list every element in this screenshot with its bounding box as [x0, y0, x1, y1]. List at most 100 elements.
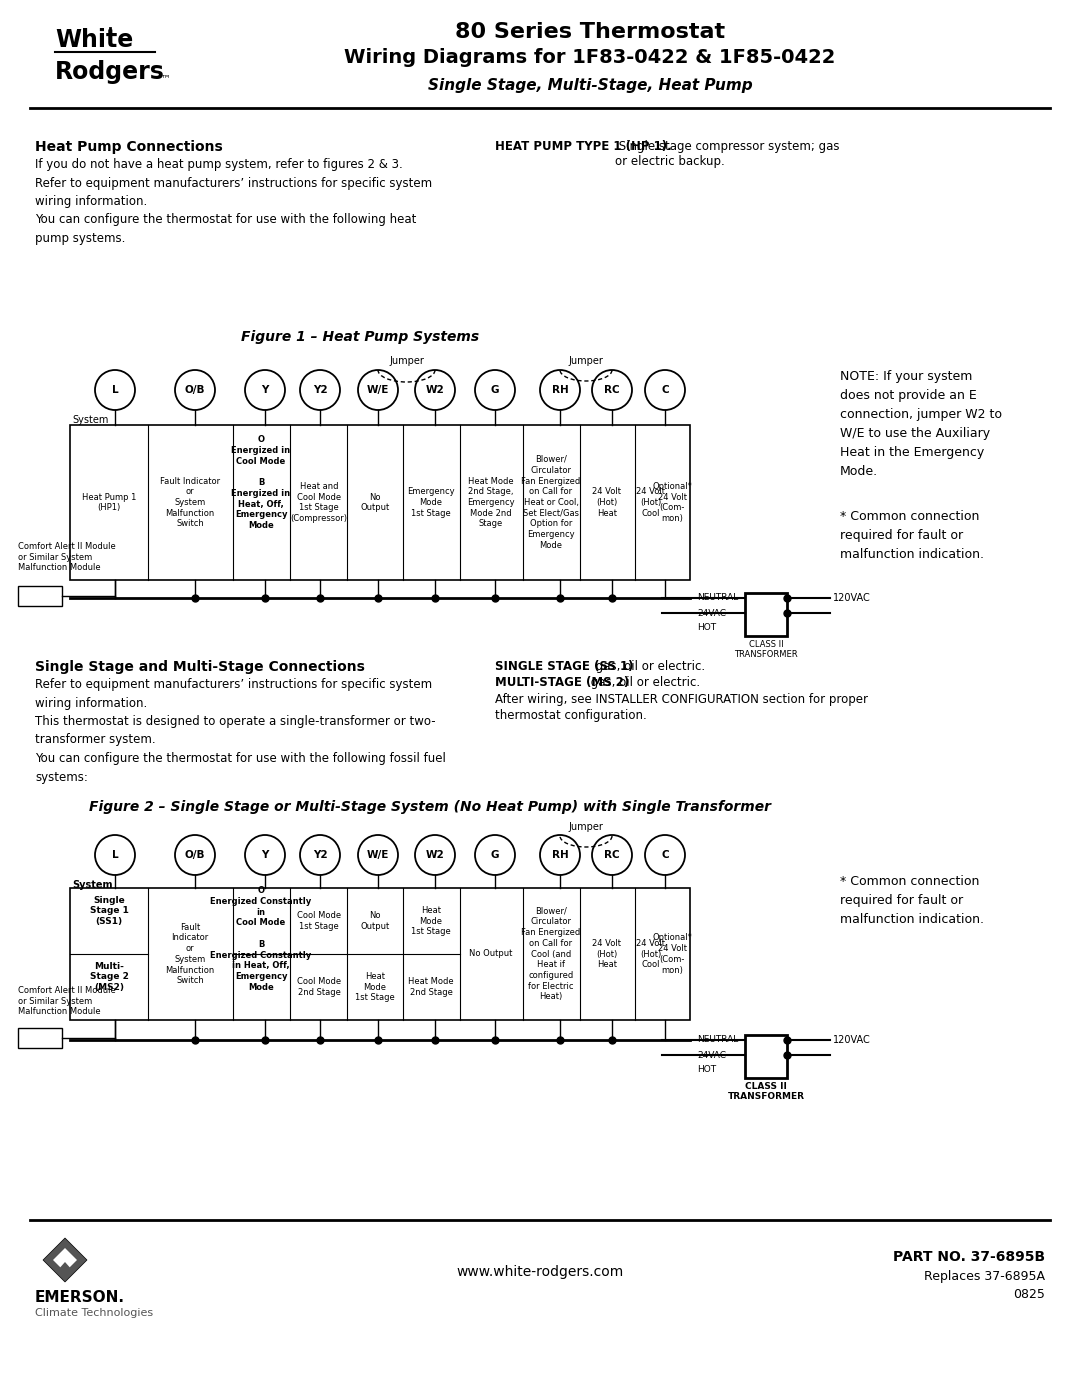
Polygon shape: [53, 1248, 77, 1273]
Text: 24 Volt
(Hot)
Heat: 24 Volt (Hot) Heat: [593, 488, 621, 518]
Text: Y2: Y2: [313, 386, 327, 395]
Text: Heat Mode
2nd Stage: Heat Mode 2nd Stage: [408, 977, 454, 997]
Text: Heat Mode
2nd Stage,
Emergency
Mode 2nd
Stage: Heat Mode 2nd Stage, Emergency Mode 2nd …: [468, 476, 515, 528]
Text: G: G: [490, 849, 499, 861]
Text: Rodgers: Rodgers: [55, 60, 165, 84]
Text: Optional*
24 Volt
(Com-
mon): Optional* 24 Volt (Com- mon): [652, 933, 692, 975]
Text: W2: W2: [426, 386, 444, 395]
Text: Jumper: Jumper: [389, 356, 424, 366]
Text: Heat Pump Connections: Heat Pump Connections: [35, 140, 222, 154]
Text: Wiring Diagrams for 1F83-0422 & 1F85-0422: Wiring Diagrams for 1F83-0422 & 1F85-042…: [345, 47, 836, 67]
Bar: [70, 888, 690, 1020]
Text: 24 Volt
(Hot)
Cool: 24 Volt (Hot) Cool: [636, 939, 665, 970]
Text: Jumper: Jumper: [568, 821, 604, 833]
Text: Cool Mode
2nd Stage: Cool Mode 2nd Stage: [297, 977, 341, 997]
Text: 24 Volt
(Hot)
Cool: 24 Volt (Hot) Cool: [636, 488, 665, 518]
Bar: [18, 1028, 62, 1048]
Text: ™: ™: [161, 73, 171, 82]
Text: NEUTRAL: NEUTRAL: [697, 1035, 739, 1045]
Text: No
Output: No Output: [361, 911, 390, 930]
Text: Figure 1 – Heat Pump Systems: Figure 1 – Heat Pump Systems: [241, 330, 480, 344]
Text: HOT: HOT: [697, 1066, 716, 1074]
Text: Multi-
Stage 2
(MS2): Multi- Stage 2 (MS2): [90, 963, 129, 992]
Bar: [745, 592, 787, 636]
Bar: [70, 425, 690, 580]
Polygon shape: [57, 1261, 73, 1280]
Text: Optional*
24 Volt
(Com-
mon): Optional* 24 Volt (Com- mon): [652, 482, 692, 522]
Text: Climate Technologies: Climate Technologies: [35, 1308, 153, 1317]
Text: Heat Pump 1
(HP1): Heat Pump 1 (HP1): [82, 493, 136, 513]
Text: Jumper: Jumper: [568, 356, 604, 366]
Text: RH: RH: [552, 849, 568, 861]
Text: RC: RC: [604, 386, 620, 395]
Text: No Output: No Output: [470, 950, 513, 958]
Text: Emergency
Mode
1st Stage: Emergency Mode 1st Stage: [407, 488, 455, 518]
Text: System: System: [72, 415, 108, 425]
Text: Fault
Indicator
or
System
Malfunction
Switch: Fault Indicator or System Malfunction Sw…: [165, 922, 215, 985]
Text: If you do not have a heat pump system, refer to figures 2 & 3.
Refer to equipmen: If you do not have a heat pump system, r…: [35, 158, 432, 244]
Text: MULTI-STAGE (MS 2): MULTI-STAGE (MS 2): [495, 676, 630, 689]
Text: HOT: HOT: [697, 623, 716, 633]
Text: W/E: W/E: [367, 849, 389, 861]
Text: Fault Indicator
or
System
Malfunction
Switch: Fault Indicator or System Malfunction Sw…: [160, 476, 220, 528]
Text: Single
Stage 1
(SS1): Single Stage 1 (SS1): [90, 895, 129, 926]
Text: Replaces 37-6895A: Replaces 37-6895A: [924, 1270, 1045, 1282]
Text: C: C: [661, 849, 669, 861]
Bar: [18, 585, 62, 606]
Text: G: G: [490, 386, 499, 395]
Text: thermostat configuration.: thermostat configuration.: [495, 710, 647, 722]
Text: L: L: [111, 386, 119, 395]
Text: Blower/
Circulator
Fan Energized
on Call for
Heat or Cool,
Set Elect/Gas
Option : Blower/ Circulator Fan Energized on Call…: [522, 455, 581, 550]
Text: HEAT PUMP TYPE 1 (HP 1).: HEAT PUMP TYPE 1 (HP 1).: [495, 140, 672, 154]
Text: O
Energized Constantly
in
Cool Mode

B
Energized Constantly
in Heat, Off,
Emerge: O Energized Constantly in Cool Mode B En…: [211, 886, 312, 992]
Text: W/E: W/E: [367, 386, 389, 395]
Text: 24 Volt
(Hot)
Heat: 24 Volt (Hot) Heat: [593, 939, 621, 970]
Text: Y: Y: [261, 386, 269, 395]
Text: Heat and
Cool Mode
1st Stage
(Compressor): Heat and Cool Mode 1st Stage (Compressor…: [291, 482, 348, 522]
Text: Blower/
Circulator
Fan Energized
on Call for
Cool (and
Heat if
configured
for El: Blower/ Circulator Fan Energized on Call…: [522, 907, 581, 1002]
Text: Single Stage and Multi-Stage Connections: Single Stage and Multi-Stage Connections: [35, 659, 365, 673]
Text: Single stage compressor system; gas
or electric backup.: Single stage compressor system; gas or e…: [615, 140, 839, 168]
Text: 120VAC: 120VAC: [833, 592, 870, 604]
Text: After wiring, see INSTALLER CONFIGURATION section for proper: After wiring, see INSTALLER CONFIGURATIO…: [495, 693, 868, 705]
Text: White: White: [55, 28, 133, 52]
Text: C: C: [661, 386, 669, 395]
Text: gas, oil or electric.: gas, oil or electric.: [586, 676, 700, 689]
Text: gas, oil or electric.: gas, oil or electric.: [592, 659, 705, 673]
Text: CLASS II
TRANSFORMER: CLASS II TRANSFORMER: [728, 1083, 805, 1101]
Text: PART NO. 37-6895B: PART NO. 37-6895B: [893, 1250, 1045, 1264]
Text: NOTE: If your system
does not provide an E
connection, jumper W2 to
W/E to use t: NOTE: If your system does not provide an…: [840, 370, 1002, 478]
Text: SINGLE STAGE (SS 1): SINGLE STAGE (SS 1): [495, 659, 634, 673]
Text: No
Output: No Output: [361, 493, 390, 513]
Text: 24VAC: 24VAC: [697, 609, 726, 617]
Text: Comfort Alert II Module
or Similar System
Malfunction Module: Comfort Alert II Module or Similar Syste…: [18, 986, 116, 1016]
Text: www.white-rodgers.com: www.white-rodgers.com: [457, 1266, 623, 1280]
Text: L: L: [111, 849, 119, 861]
Text: RC: RC: [604, 849, 620, 861]
Text: Y2: Y2: [313, 849, 327, 861]
Text: O
Energized in
Cool Mode

B
Energized in
Heat, Off,
Emergency
Mode: O Energized in Cool Mode B Energized in …: [231, 434, 291, 529]
Text: W2: W2: [426, 849, 444, 861]
Text: Refer to equipment manufacturers’ instructions for specific system
wiring inform: Refer to equipment manufacturers’ instru…: [35, 678, 446, 784]
Text: O/B: O/B: [185, 386, 205, 395]
Text: 120VAC: 120VAC: [833, 1035, 870, 1045]
Bar: [745, 1035, 787, 1078]
Text: EMERSON.: EMERSON.: [35, 1289, 125, 1305]
Text: Heat
Mode
1st Stage: Heat Mode 1st Stage: [355, 972, 395, 1002]
Text: 80 Series Thermostat: 80 Series Thermostat: [455, 22, 725, 42]
Text: Single Stage, Multi-Stage, Heat Pump: Single Stage, Multi-Stage, Heat Pump: [428, 78, 753, 94]
Text: O/B: O/B: [185, 849, 205, 861]
Text: Heat
Mode
1st Stage: Heat Mode 1st Stage: [411, 905, 450, 936]
Text: Figure 2 – Single Stage or Multi-Stage System (No Heat Pump) with Single Transfo: Figure 2 – Single Stage or Multi-Stage S…: [89, 800, 771, 814]
Polygon shape: [43, 1238, 87, 1282]
Text: Y: Y: [261, 849, 269, 861]
Text: System: System: [72, 880, 112, 890]
Text: NEUTRAL: NEUTRAL: [697, 594, 739, 602]
Text: 24VAC: 24VAC: [697, 1051, 726, 1059]
Text: * Common connection
required for fault or
malfunction indication.: * Common connection required for fault o…: [840, 875, 984, 926]
Text: 0825: 0825: [1013, 1288, 1045, 1301]
Text: * Common connection
required for fault or
malfunction indication.: * Common connection required for fault o…: [840, 510, 984, 562]
Text: Comfort Alert II Module
or Similar System
Malfunction Module: Comfort Alert II Module or Similar Syste…: [18, 542, 116, 571]
Text: Cool Mode
1st Stage: Cool Mode 1st Stage: [297, 911, 341, 930]
Text: RH: RH: [552, 386, 568, 395]
